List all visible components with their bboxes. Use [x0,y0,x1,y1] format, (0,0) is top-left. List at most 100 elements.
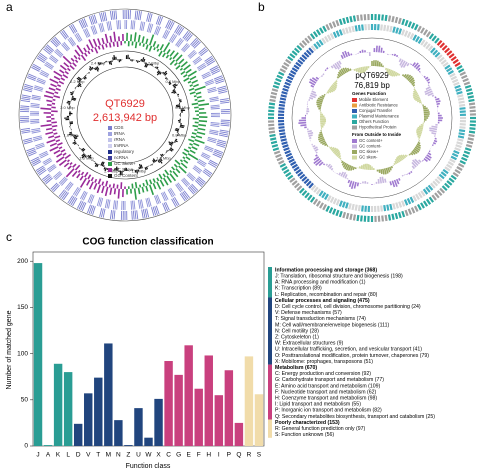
cds-feature [205,145,214,150]
gc-skew [43,94,54,99]
gene-feature [432,180,439,187]
gc-skew [79,175,84,181]
gene-feature [319,202,324,209]
gc-skew [334,81,338,85]
gene-feature [293,182,300,189]
gc-content [318,161,324,167]
gene-feature [417,204,422,211]
gene-feature [280,138,287,142]
gene-feature [281,166,288,171]
cds-feature [205,80,214,85]
gene-feature [425,43,431,50]
gc-skew [317,105,322,108]
cds-feature [197,177,205,185]
gene-feature [458,100,465,104]
gc-skew [172,52,179,60]
gc-skew [416,99,422,103]
cds-feature [217,139,227,143]
gene-feature [406,31,412,39]
gc-skew [350,165,354,171]
gc-skew [191,146,198,151]
cds-feature [37,168,46,175]
cds-feature [209,132,219,136]
gene-feature [383,24,387,32]
cds-feature [42,157,51,163]
gene-feature [303,51,310,58]
gene-feature [452,58,459,65]
gc-content [157,159,161,163]
gc-content [311,90,317,94]
gc-content [307,131,314,135]
gene-feature [380,24,383,31]
legend-swatch [352,109,357,113]
gc-skew [145,185,149,192]
cds-feature [193,41,201,49]
cds-feature [116,20,118,30]
gc-skew [52,128,57,132]
gene-feature [403,199,409,206]
gc-skew [353,68,356,72]
cds-feature [209,96,219,100]
gc-content [109,60,113,65]
gene-feature [394,16,399,24]
gene-feature [272,84,280,89]
bar [104,343,113,446]
cds-feature [207,139,216,144]
cds-feature [90,195,95,204]
cds-feature [39,52,48,59]
gc-skew [352,166,355,171]
gene-feature [284,81,291,87]
gene-feature [307,194,313,201]
gc-content [77,76,82,81]
gene-feature [422,200,429,207]
gene-feature [303,178,310,185]
cds-feature [193,57,202,64]
gc-skew [407,75,413,82]
x-tick-label: P [227,452,231,459]
gc-skew [416,143,421,147]
gc-content [426,154,432,159]
cds-feature [219,98,229,101]
gene-feature [307,35,313,42]
cds-feature [35,143,45,148]
gc-skew [183,159,189,164]
cds-feature [24,83,34,88]
gene-feature [283,147,290,152]
gc-skew [162,177,169,186]
ring [76,66,174,164]
gene-feature [467,95,474,99]
cds-feature [114,200,117,210]
gene-feature [422,29,429,36]
gc-content [68,133,73,136]
gc-skew [198,120,208,123]
gene-feature [434,37,440,44]
gc-skew [169,56,173,61]
gene-feature [413,205,419,212]
gc-content [143,58,146,63]
gc-skew [158,50,163,57]
gc-content [69,122,73,125]
gc-content [76,77,81,82]
gc-skew [56,152,63,158]
gc-content [431,94,435,97]
gene-feature [444,166,451,172]
legend-swatch [108,144,112,148]
cds-feature [192,40,200,48]
gc-skew [316,99,323,103]
cds-feature [20,127,30,131]
gc-content [426,78,431,82]
gc-skew [387,167,391,173]
gene-feature [410,22,416,29]
gc-content [152,158,157,163]
gene-feature [395,202,399,209]
gc-skew [416,128,423,132]
cds-feature [60,190,67,199]
cds-feature [151,207,155,217]
bar [114,420,123,446]
gc-skew [394,158,399,164]
gene-feature [349,213,353,220]
gene-feature [270,140,278,145]
cds-feature [40,70,50,76]
gc-skew [149,179,153,185]
